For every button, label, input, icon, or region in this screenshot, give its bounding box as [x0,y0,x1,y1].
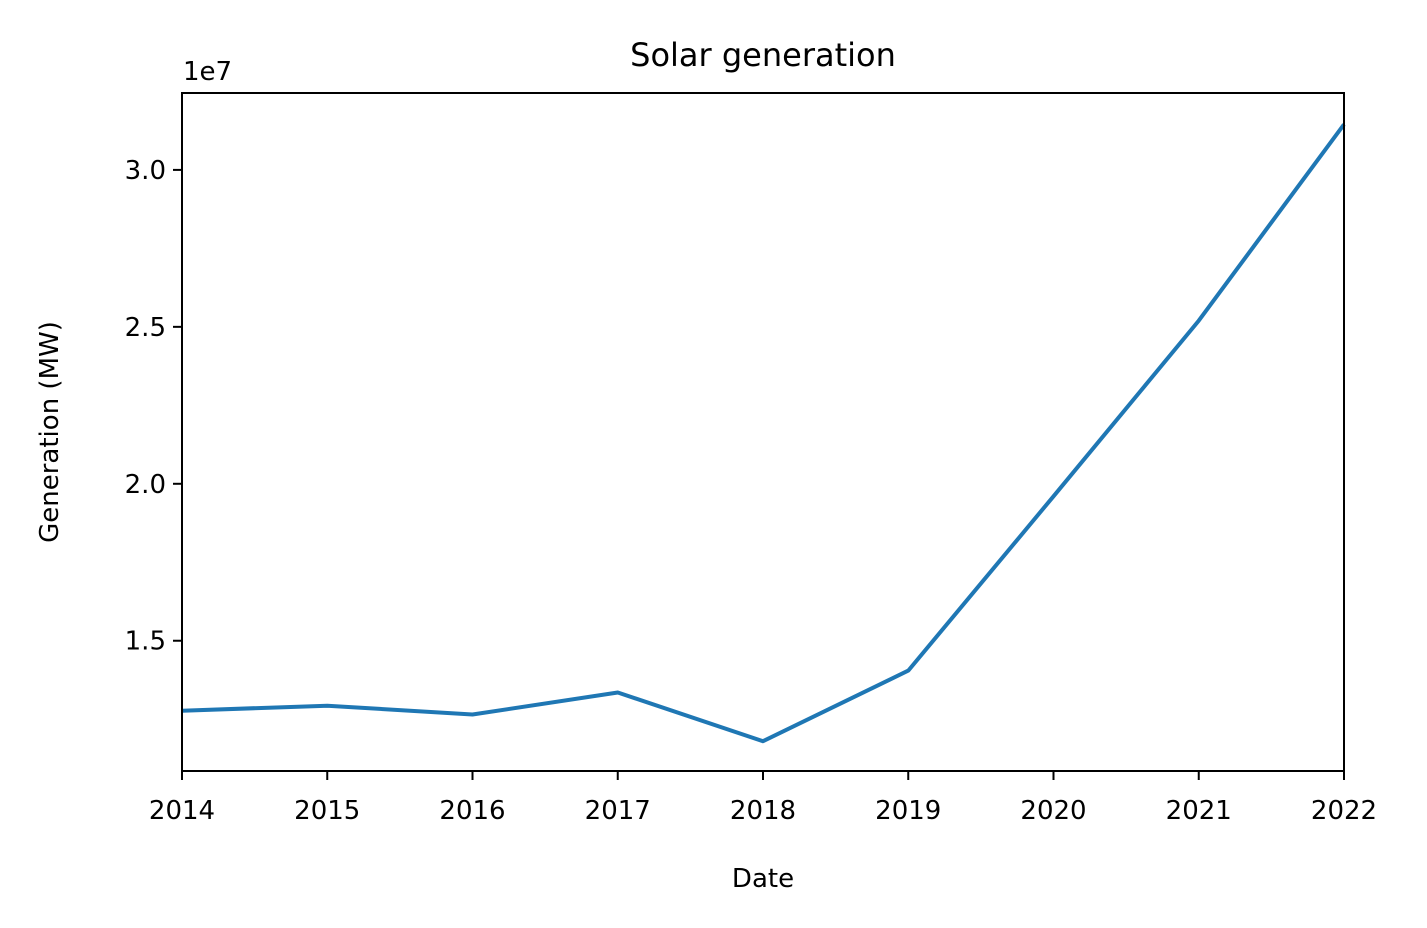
x-tick-label: 2015 [294,796,360,826]
y-axis-ticks: 1.5 2.0 2.5 3.0 [125,156,182,657]
x-tick-label: 2018 [730,796,796,826]
x-tick-label: 2016 [439,796,505,826]
y-tick-label: 2.0 [125,470,166,500]
series-line [181,123,1346,744]
x-axis-ticks: 2014 2015 2016 2017 2018 2019 2020 2021 2022 [149,771,1377,826]
y-tick-label: 2.5 [125,313,166,343]
plot-area: 1.5 2.0 2.5 3.0 2014 2015 2016 2017 2018 2019 202… [125,92,1377,826]
x-tick-label: 2020 [1020,796,1086,826]
chart-title: Solar generation [630,36,896,74]
plot-frame [181,92,1345,772]
x-tick-label: 2019 [875,796,941,826]
x-tick-label: 2021 [1166,796,1232,826]
x-tick-label: 2022 [1311,796,1377,826]
y-tick-label: 3.0 [125,156,166,186]
y-axis-label: Generation (MW) [35,321,65,543]
x-tick-label: 2014 [149,796,215,826]
x-tick-label: 2017 [585,796,651,826]
y-axis-offset-label: 1e7 [183,57,232,87]
y-tick-label: 1.5 [125,627,166,657]
x-axis-label: Date [732,864,794,894]
